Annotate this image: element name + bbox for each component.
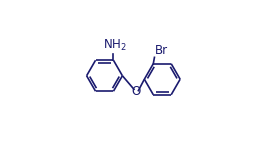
Text: Br: Br xyxy=(155,44,168,57)
Text: O: O xyxy=(132,85,141,98)
Text: NH$_2$: NH$_2$ xyxy=(103,38,127,53)
